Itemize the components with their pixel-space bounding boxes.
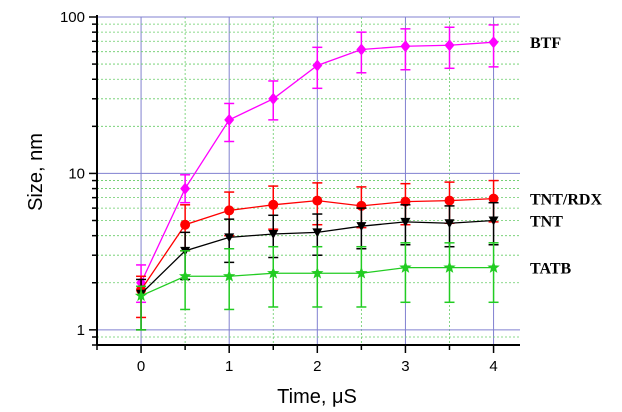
data-point-tnt-rdx [312, 195, 323, 206]
series-label-tatb: TATB [530, 261, 572, 278]
data-point-tnt [268, 229, 279, 239]
series-labels: BTF TNT/RDX TNT TATB [530, 35, 602, 277]
data-point-tatb [267, 266, 280, 279]
data-point-tnt [224, 233, 235, 243]
data-point-tnt-rdx [224, 205, 235, 216]
series-label-btf: BTF [530, 35, 561, 52]
x-tick-label: 1 [225, 358, 233, 375]
y-axis-title: Size, nm [25, 133, 47, 211]
data-point-btf [224, 113, 235, 126]
y-tick-label: 100 [60, 9, 85, 26]
data-point-tatb [443, 261, 456, 273]
data-point-btf [312, 59, 323, 72]
data-point-tatb [223, 269, 236, 282]
data-point-btf [400, 40, 411, 53]
data-point-tatb [487, 261, 500, 273]
x-axis-title: Time, μS [277, 386, 357, 408]
series-label-tnt-rdx: TNT/RDX [530, 192, 602, 209]
data-point-tatb [134, 289, 148, 302]
data-point-tnt [488, 216, 499, 226]
y-tick-label: 10 [68, 165, 85, 182]
data-point-btf [356, 43, 367, 56]
data-point-tnt [356, 222, 367, 232]
series-layer [134, 24, 500, 331]
x-tick-label: 0 [137, 358, 145, 375]
data-point-tatb [355, 266, 368, 279]
grid [97, 16, 520, 346]
data-point-tnt [444, 219, 455, 229]
data-point-tatb [399, 261, 412, 273]
data-point-btf [268, 92, 279, 105]
tick-labels: 0 1 2 3 4 1 10 100 [60, 9, 498, 375]
data-point-btf [444, 39, 455, 52]
data-point-tnt [312, 228, 323, 238]
data-point-tatb [311, 266, 324, 279]
data-point-tatb [178, 269, 192, 282]
data-point-btf [488, 36, 499, 49]
data-point-tnt [400, 217, 411, 227]
series-label-tnt: TNT [530, 214, 563, 231]
x-tick-label: 4 [489, 358, 497, 375]
x-tick-label: 3 [401, 358, 409, 375]
data-point-tnt-rdx [444, 195, 455, 206]
series-tatb [134, 242, 500, 331]
data-point-tnt-rdx [268, 199, 279, 210]
data-point-btf [180, 182, 191, 195]
data-point-tnt-rdx [488, 193, 499, 204]
axes [89, 15, 520, 353]
x-tick-label: 2 [313, 358, 321, 375]
data-point-tnt-rdx [180, 219, 191, 230]
y-tick-label: 1 [77, 322, 85, 339]
